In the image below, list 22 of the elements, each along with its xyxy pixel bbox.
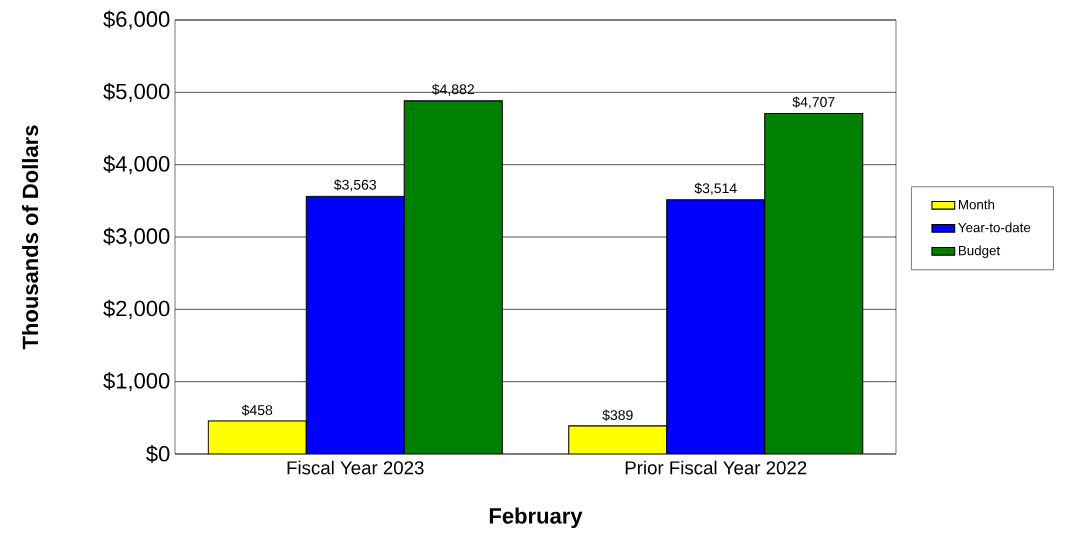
y-tick-label: $5,000 xyxy=(103,82,170,102)
y-tick-label: $6,000 xyxy=(103,10,170,30)
legend-label: Month xyxy=(958,199,995,210)
legend-label: Year-to-date xyxy=(958,222,1031,233)
bar xyxy=(403,100,503,454)
bar xyxy=(764,112,864,454)
data-label: $458 xyxy=(241,404,273,416)
data-label: $389 xyxy=(602,409,633,421)
y-tick-label: $0 xyxy=(146,445,170,463)
y-tick-label: $3,000 xyxy=(103,227,170,247)
y-tick-label: $2,000 xyxy=(103,299,170,319)
y-tick-label: $4,000 xyxy=(103,155,170,175)
y-tick-label: $1,000 xyxy=(103,372,170,392)
legend-label: Budget xyxy=(958,245,1001,258)
x-tick-label: Fiscal Year 2023 xyxy=(287,460,424,475)
data-label: $3,563 xyxy=(333,179,377,192)
data-label: $4,707 xyxy=(792,96,835,109)
y-axis-title: Thousands of Dollars xyxy=(22,125,39,350)
x-tick-label: Prior Fiscal Year 2022 xyxy=(625,460,807,475)
x-axis-title: February xyxy=(489,507,583,529)
data-label: $4,882 xyxy=(431,83,474,96)
data-label: $3,514 xyxy=(694,182,737,195)
